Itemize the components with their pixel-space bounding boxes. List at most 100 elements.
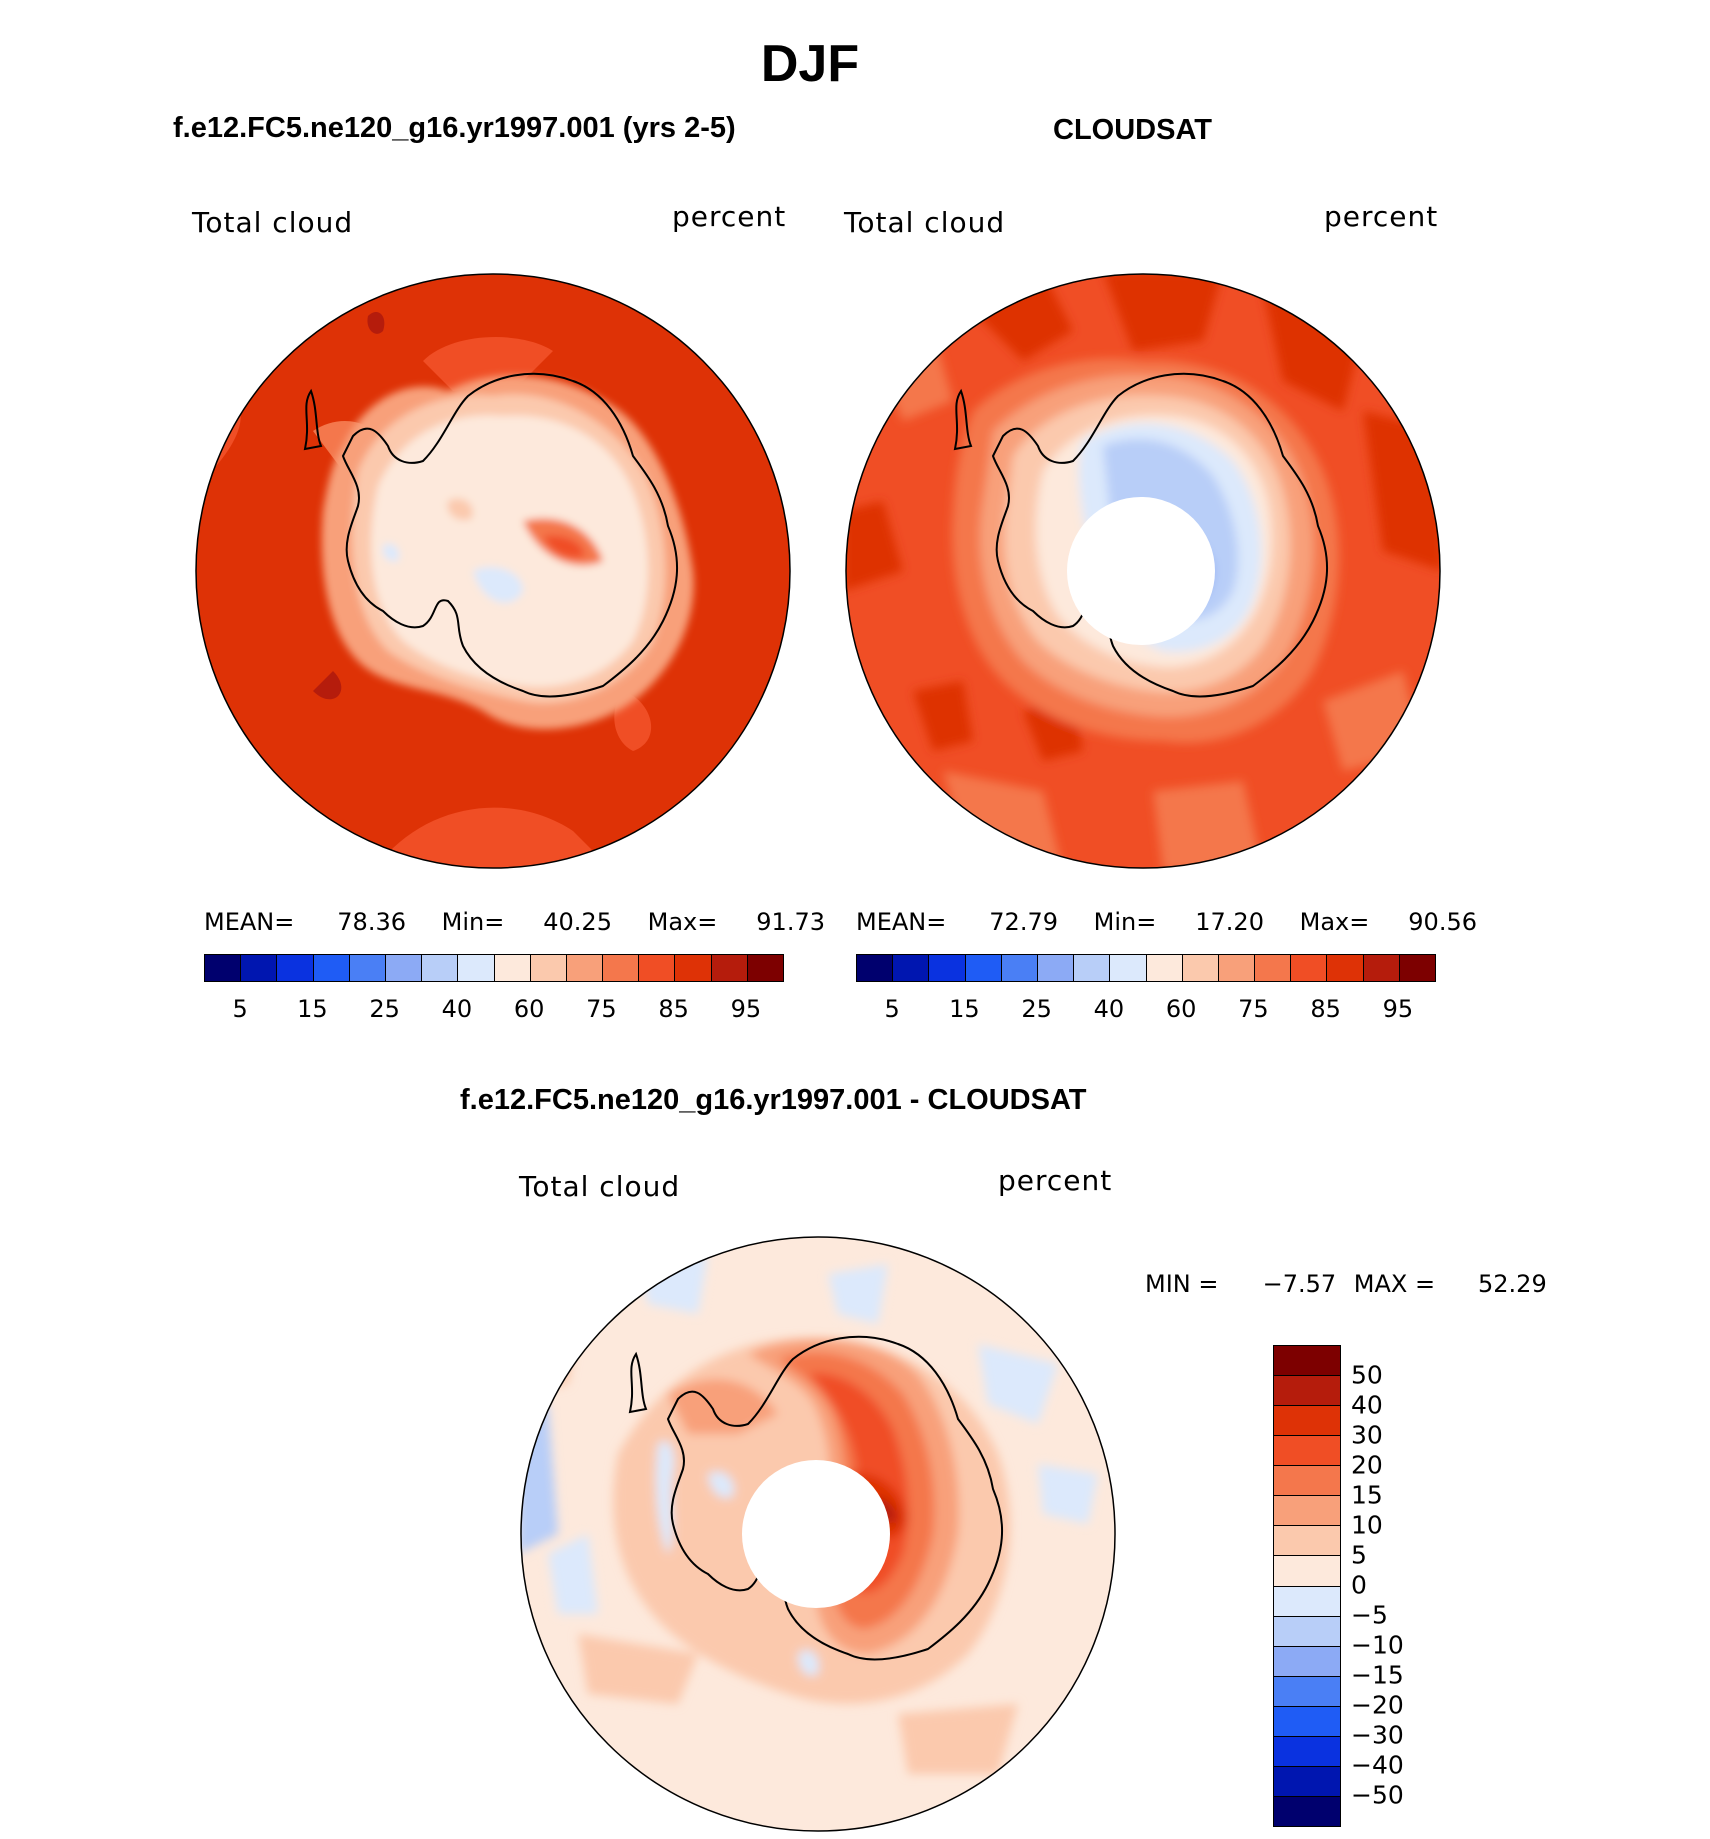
model-panel-title: f.e12.FC5.ne120_g16.yr1997.001 (yrs 2-5) (173, 112, 736, 144)
obs-max-value: 90.56 (1408, 908, 1477, 936)
diff-colorbar-box (1274, 1406, 1340, 1437)
diff-negative-patch (548, 1534, 598, 1614)
diff-map-border (520, 1236, 1116, 1832)
obs-field-patch (1103, 274, 1223, 351)
model-colorbar-box (530, 955, 567, 981)
model-colorbar-box (675, 955, 712, 981)
diff-max-label: MAX = (1353, 1270, 1436, 1298)
obs-polar-map (845, 273, 1441, 869)
model-colorbar (204, 954, 784, 982)
diff-colorbar-box (1274, 1346, 1340, 1377)
diff-colorbar-box (1274, 1706, 1340, 1737)
obs-colorbar-box (1074, 955, 1111, 981)
model-mean-label: MEAN= (204, 908, 295, 936)
obs-colorbar-box (1001, 955, 1038, 981)
model-high-cloud-patch (543, 535, 585, 558)
diff-colorbar-tick-label: −40 (1351, 1750, 1404, 1780)
diff-polar-map (520, 1236, 1116, 1832)
obs-map-border (845, 273, 1441, 869)
model-stats: MEAN= 78.36 Min= 40.25 Max= 91.73 (204, 908, 825, 936)
obs-colorbar-tick-label: 40 (1093, 995, 1125, 1023)
diff-colorbar-tick-label: −5 (1351, 1600, 1388, 1630)
diff-colorbar-box (1274, 1466, 1340, 1497)
model-colorbar-box (639, 955, 676, 981)
model-field-patch (367, 311, 385, 334)
model-colorbar-tick-label: 85 (658, 995, 689, 1023)
diff-colorbar-box (1274, 1556, 1340, 1587)
diff-negative-patch (978, 1344, 1058, 1424)
model-colorbar-tick-label: 15 (297, 995, 328, 1023)
obs-colorbar-box (1182, 955, 1219, 981)
obs-field-patch (913, 681, 973, 751)
obs-colorbar-tick-label: 60 (1165, 995, 1197, 1023)
obs-units-label: percent (1324, 200, 1439, 233)
diff-variable-label: Total cloud (519, 1170, 681, 1203)
diff-colorbar-box (1274, 1616, 1340, 1647)
obs-peninsula-coastline (953, 388, 973, 451)
model-colorbar-tick-label: 25 (369, 995, 400, 1023)
diff-min-value: −7.57 (1262, 1270, 1337, 1298)
model-mean-value: 78.36 (337, 908, 406, 936)
model-max-label: Max= (647, 908, 718, 936)
diff-colorbar-tick-label: 20 (1351, 1450, 1383, 1480)
diff-panel-title: f.e12.FC5.ne120_g16.yr1997.001 - CLOUDSA… (460, 1084, 1087, 1116)
diff-units-label: percent (998, 1164, 1113, 1197)
model-colorbar-box (385, 955, 423, 981)
model-antarctica-coastline (341, 372, 678, 698)
diff-colorbar-box (1274, 1766, 1340, 1797)
model-colorbar-box (349, 955, 386, 981)
model-colorbar-box (277, 955, 314, 981)
obs-colorbar-tick-label: 15 (949, 995, 980, 1023)
obs-colorbar-box (1218, 955, 1256, 981)
model-peninsula-coastline (303, 388, 323, 451)
diff-colorbar-tick-label: 50 (1351, 1360, 1383, 1390)
obs-antarctica-coastline (991, 372, 1328, 698)
obs-missing-data-hole (1067, 497, 1215, 645)
obs-colorbar-box (1327, 955, 1364, 981)
diff-colorbar-tick-label: −50 (1351, 1780, 1404, 1810)
model-interior (371, 415, 648, 687)
model-field-patch (313, 671, 342, 700)
diff-antarctica-coastline (666, 1335, 1003, 1661)
diff-colorbar-tick-label: 15 (1351, 1480, 1383, 1510)
obs-colorbar (856, 954, 1436, 982)
model-field-patch (373, 807, 613, 868)
obs-colorbar-tick-label: 95 (1382, 995, 1414, 1023)
obs-panel-title: CLOUDSAT (1053, 114, 1212, 146)
obs-colorbar-box (1146, 955, 1183, 981)
obs-colorbar-tick-label: 5 (884, 995, 900, 1023)
obs-colorbar-box (1255, 955, 1292, 981)
obs-colorbar-tick-label: 85 (1310, 995, 1341, 1023)
model-units-label: percent (672, 200, 787, 233)
figure-title: DJF (760, 35, 860, 93)
obs-colorbar-box (1399, 955, 1435, 981)
diff-colorbar-box (1274, 1646, 1340, 1677)
model-map-border (195, 273, 791, 869)
diff-positive-patch (898, 1704, 1018, 1774)
diff-positive-patch (578, 1634, 698, 1704)
model-colorbar-box (458, 955, 495, 981)
obs-stats: MEAN= 72.79 Min= 17.20 Max= 90.56 (856, 908, 1477, 936)
diff-colorbar (1273, 1345, 1341, 1827)
diff-colorbar-tick-label: 40 (1351, 1390, 1383, 1420)
model-min-label: Min= (441, 908, 505, 936)
obs-colorbar-tick-label: 75 (1238, 995, 1269, 1023)
diff-colorbar-box (1274, 1526, 1340, 1557)
diff-colorbar-tick-label: −15 (1351, 1660, 1404, 1690)
obs-colorbar-box (929, 955, 966, 981)
diff-colorbar-ticks: 50 40 30 20 15 10 5 0 −5 −10 −15 −20 −30 −40 −50 (1351, 1345, 1471, 1825)
obs-colorbar-tick-label: 25 (1021, 995, 1052, 1023)
model-max-value: 91.73 (756, 908, 825, 936)
obs-field-patch (846, 501, 903, 591)
model-min-value: 40.25 (543, 908, 612, 936)
model-polar-map (195, 273, 791, 869)
diff-stats: MIN = −7.57 MAX = 52.29 (1145, 1270, 1547, 1298)
model-colorbar-tick-label: 5 (232, 995, 248, 1023)
obs-variable-label: Total cloud (844, 206, 1006, 239)
model-colorbar-box (603, 955, 640, 981)
diff-colorbar-box (1274, 1736, 1340, 1767)
diff-colorbar-box (1274, 1376, 1340, 1407)
model-low-cloud-patch (382, 543, 400, 562)
obs-mean-value: 72.79 (989, 908, 1058, 936)
model-field-patch (447, 498, 473, 521)
